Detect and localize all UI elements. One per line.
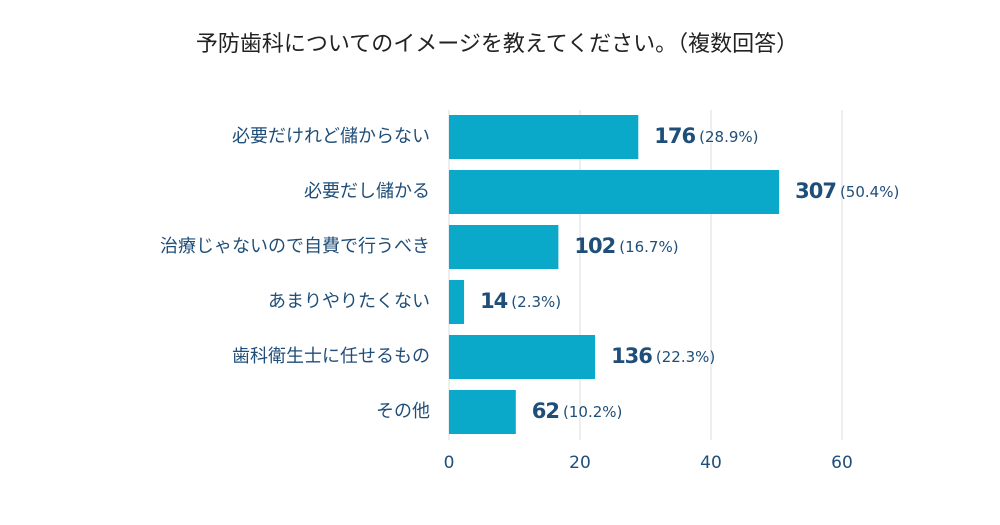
- count-label: 62: [532, 399, 559, 423]
- count-label: 176: [654, 124, 695, 148]
- bar: [449, 280, 465, 324]
- bar: [449, 225, 559, 269]
- percent-label: (50.4%): [840, 183, 899, 201]
- category-label: 治療じゃないので自費で行うべき: [160, 236, 430, 257]
- data-label: 102 (16.7%): [574, 234, 678, 258]
- data-label: 136 (22.3%): [611, 344, 715, 368]
- percent-label: (22.3%): [656, 348, 715, 366]
- percent-label: (16.7%): [619, 238, 678, 256]
- percent-label: (10.2%): [563, 403, 622, 421]
- category-label: 歯科衛生士に任せるもの: [232, 346, 430, 367]
- count-label: 14: [480, 289, 508, 313]
- bar: [449, 335, 596, 379]
- category-label: その他: [376, 401, 430, 422]
- data-label: 62 (10.2%): [532, 399, 623, 423]
- percent-label: (28.9%): [699, 128, 758, 146]
- count-label: 307: [795, 179, 836, 203]
- category-label: 必要だけれど儲からない: [232, 126, 430, 147]
- data-label: 176 (28.9%): [654, 124, 758, 148]
- count-label: 136: [611, 344, 652, 368]
- count-label: 102: [574, 234, 615, 258]
- bar: [449, 115, 639, 159]
- bar: [449, 170, 780, 214]
- x-tick-label: 40: [700, 453, 722, 473]
- x-tick-label: 0: [444, 453, 455, 473]
- x-tick-label: 20: [569, 453, 591, 473]
- category-label: あまりやりたくない: [268, 291, 430, 312]
- bar: [449, 390, 516, 434]
- data-label: 307 (50.4%): [795, 179, 899, 203]
- chart-title: 予防歯科についてのイメージを教えてください。（複数回答）: [196, 32, 798, 57]
- category-label: 必要だし儲かる: [304, 181, 430, 202]
- percent-label: (2.3%): [511, 293, 561, 311]
- x-tick-label: 60: [831, 453, 853, 473]
- data-label: 14 (2.3%): [480, 289, 561, 313]
